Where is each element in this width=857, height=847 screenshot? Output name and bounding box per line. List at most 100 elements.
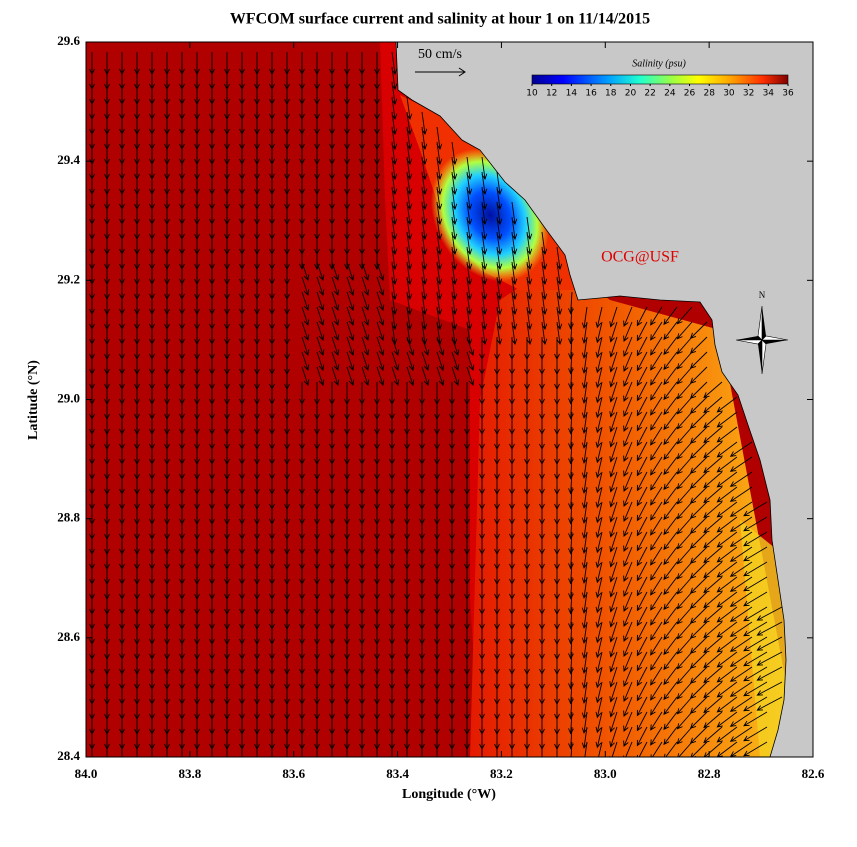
current-vector xyxy=(609,381,618,403)
current-vector xyxy=(316,276,325,296)
current-vector xyxy=(623,576,633,598)
current-vector xyxy=(650,426,663,446)
current-vector xyxy=(595,546,603,569)
credit: OCG@USF xyxy=(601,249,679,266)
current-vector xyxy=(743,726,768,742)
current-vector xyxy=(609,576,618,598)
current-vector xyxy=(581,516,588,539)
current-vector xyxy=(663,621,678,641)
current-vector xyxy=(636,366,648,387)
current-vector xyxy=(636,426,648,447)
current-vector xyxy=(595,381,603,404)
current-vector xyxy=(743,741,768,757)
current-vector xyxy=(623,411,633,433)
colorbar-tick-label: 14 xyxy=(566,89,578,99)
current-vector xyxy=(595,561,603,584)
current-vector xyxy=(271,742,273,757)
current-vector xyxy=(609,606,618,628)
current-vector xyxy=(301,366,310,386)
current-vector xyxy=(650,516,663,536)
current-vector xyxy=(406,336,415,356)
current-vector xyxy=(716,666,738,683)
current-vector xyxy=(703,516,723,534)
current-vector xyxy=(716,711,738,728)
current-vector xyxy=(376,321,385,341)
current-vector xyxy=(676,471,693,490)
current-vector xyxy=(595,621,603,644)
current-vector xyxy=(703,561,723,579)
current-vector xyxy=(676,321,693,340)
current-vector xyxy=(609,546,618,568)
current-vector xyxy=(623,636,633,658)
y-tick-label: 29.2 xyxy=(57,271,80,286)
current-vector xyxy=(609,636,618,658)
current-vector xyxy=(556,321,563,345)
current-vector xyxy=(716,561,738,578)
current-vector xyxy=(743,666,768,682)
colorbar-tick-label: 32 xyxy=(743,89,754,99)
current-vector xyxy=(636,516,648,537)
current-vector xyxy=(677,741,693,757)
current-vector xyxy=(609,696,618,718)
current-vector xyxy=(663,696,678,716)
current-vector xyxy=(609,516,618,538)
current-vector xyxy=(636,501,648,522)
current-vector xyxy=(376,366,385,386)
colorbar-tick-label: 22 xyxy=(644,89,655,99)
current-vector xyxy=(609,501,618,523)
current-vector xyxy=(676,591,693,610)
current-vector xyxy=(650,621,663,641)
current-vector xyxy=(650,606,663,626)
current-vector xyxy=(316,261,325,281)
current-vector xyxy=(595,681,603,704)
current-vector xyxy=(623,456,633,478)
colorbar-tick-label: 12 xyxy=(546,89,557,99)
current-vector xyxy=(568,291,574,315)
current-vector xyxy=(346,366,355,386)
current-vector xyxy=(595,651,603,674)
current-vector xyxy=(595,726,603,749)
current-vector xyxy=(676,681,693,700)
current-vector xyxy=(743,621,768,637)
current-vector xyxy=(650,531,663,551)
current-vector xyxy=(623,711,633,733)
current-vector xyxy=(636,561,648,582)
current-vector xyxy=(676,531,693,550)
x-tick-label: 84.0 xyxy=(75,766,98,781)
current-vector xyxy=(623,546,633,568)
current-vector xyxy=(703,381,723,399)
current-vector xyxy=(595,591,603,614)
current-vector xyxy=(756,606,783,621)
y-tick-label: 29.6 xyxy=(57,33,80,48)
current-vector xyxy=(676,456,693,475)
land xyxy=(395,42,813,757)
colorbar-tick-label: 36 xyxy=(782,89,794,99)
current-vector xyxy=(729,651,753,667)
current-vector xyxy=(595,471,603,494)
current-vector xyxy=(595,666,603,689)
current-vector xyxy=(676,411,693,430)
y-tick-label: 29.4 xyxy=(57,152,80,167)
current-vector xyxy=(595,501,603,524)
current-vector xyxy=(406,366,415,386)
current-vector xyxy=(636,651,648,672)
current-vector xyxy=(743,696,768,712)
current-vector xyxy=(676,546,693,565)
current-vector xyxy=(609,366,618,388)
current-vector xyxy=(361,291,370,311)
current-vector xyxy=(541,321,548,345)
current-vector xyxy=(595,306,603,329)
current-vector xyxy=(636,396,648,417)
current-vector xyxy=(166,742,168,757)
current-vector xyxy=(636,591,648,612)
current-vector xyxy=(581,666,588,689)
current-vector xyxy=(743,591,768,607)
current-vector xyxy=(663,396,678,416)
current-vector xyxy=(636,576,648,597)
current-vector xyxy=(703,606,723,624)
current-vector xyxy=(636,531,648,552)
current-vector xyxy=(636,441,648,462)
current-vector xyxy=(729,456,753,472)
current-vector xyxy=(568,516,574,540)
